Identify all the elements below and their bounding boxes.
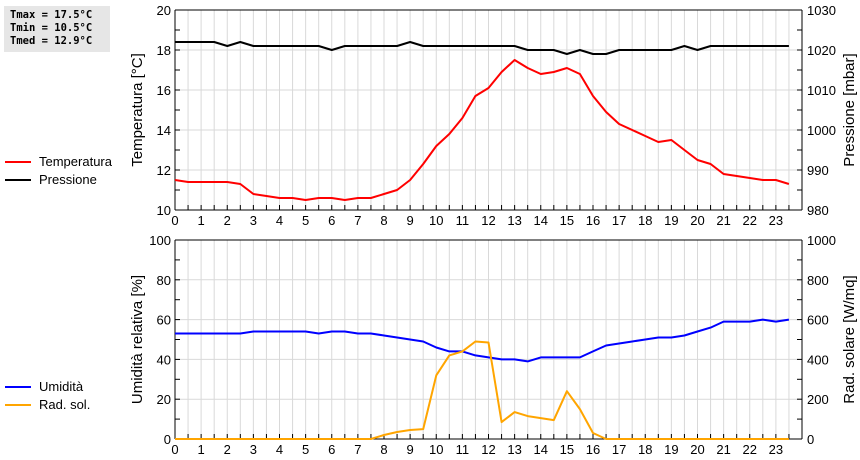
y2-tick-label: 1000: [807, 123, 836, 138]
y-tick-label: 16: [157, 83, 171, 98]
x-tick-label: 16: [586, 213, 600, 228]
stats-tmed: Tmed = 12.9°C: [10, 35, 93, 47]
x-tick-label: 13: [507, 442, 521, 457]
y-tick-label: 20: [157, 392, 171, 407]
y2-tick-label: 1010: [807, 83, 836, 98]
x-tick-label: 6: [328, 213, 335, 228]
y2-tick-label: 1020: [807, 43, 836, 58]
stats-box: [4, 6, 110, 52]
x-tick-label: 3: [250, 442, 257, 457]
x-tick-label: 11: [456, 442, 470, 457]
x-tick-label: 0: [171, 213, 178, 228]
x-tick-label: 5: [302, 442, 309, 457]
x-tick-label: 5: [302, 213, 309, 228]
y-tick-label: 80: [157, 273, 171, 288]
x-tick-label: 23: [769, 442, 783, 457]
y2-tick-label: 600: [807, 313, 829, 328]
x-tick-label: 0: [171, 442, 178, 457]
x-tick-label: 1: [198, 442, 205, 457]
y-tick-label: 100: [149, 233, 171, 248]
x-tick-label: 22: [743, 442, 757, 457]
x-tick-label: 19: [664, 213, 678, 228]
legend-label: Umidità: [39, 379, 84, 394]
y-tick-label: 40: [157, 352, 171, 367]
y2-tick-label: 990: [807, 163, 829, 178]
x-tick-label: 15: [560, 442, 574, 457]
x-tick-label: 16: [586, 442, 600, 457]
y-tick-label: 10: [157, 203, 171, 218]
stats-tmax: Tmax = 17.5°C: [10, 9, 93, 21]
x-tick-label: 14: [534, 442, 548, 457]
legend-label: Pressione: [39, 172, 97, 187]
x-tick-label: 12: [481, 213, 495, 228]
x-tick-label: 17: [612, 442, 626, 457]
x-tick-label: 2: [224, 442, 231, 457]
y2-axis-title: Pressione [mbar]: [841, 53, 858, 166]
x-tick-label: 7: [354, 442, 361, 457]
y2-tick-label: 1030: [807, 3, 836, 18]
x-tick-label: 19: [664, 442, 678, 457]
x-tick-label: 21: [716, 213, 730, 228]
y2-tick-label: 800: [807, 273, 829, 288]
x-tick-label: 23: [769, 213, 783, 228]
series-line-rad-sol: [175, 340, 789, 440]
series-line-pressione: [175, 41, 789, 55]
y-tick-label: 14: [157, 123, 171, 138]
y-tick-label: 12: [157, 163, 171, 178]
x-tick-label: 4: [276, 442, 283, 457]
y2-tick-label: 200: [807, 392, 829, 407]
y2-tick-label: 400: [807, 352, 829, 367]
x-tick-label: 6: [328, 442, 335, 457]
x-tick-label: 14: [534, 213, 548, 228]
x-tick-label: 2: [224, 213, 231, 228]
x-tick-label: 8: [380, 213, 387, 228]
y2-tick-label: 1000: [807, 233, 836, 248]
x-tick-label: 4: [276, 213, 283, 228]
x-tick-label: 12: [481, 442, 495, 457]
x-tick-label: 18: [638, 442, 652, 457]
legend-swatch-umidita: [5, 386, 31, 388]
series-line-umidit: [175, 318, 790, 363]
x-tick-label: 7: [354, 213, 361, 228]
legend-swatch-rad-sol: [5, 404, 31, 406]
x-tick-label: 18: [638, 213, 652, 228]
y-axis-title: Umidità relativa [%]: [129, 275, 146, 404]
x-tick-label: 1: [198, 213, 205, 228]
x-tick-label: 9: [407, 442, 414, 457]
y-tick-label: 60: [157, 313, 171, 328]
x-tick-label: 13: [507, 213, 521, 228]
x-tick-label: 10: [429, 213, 443, 228]
x-tick-label: 9: [407, 213, 414, 228]
y2-tick-label: 980: [807, 203, 829, 218]
x-tick-label: 11: [456, 213, 470, 228]
legend-swatch-pressione: [5, 179, 31, 181]
x-tick-label: 3: [250, 213, 257, 228]
x-tick-label: 20: [690, 442, 704, 457]
y2-tick-label: 0: [807, 432, 814, 447]
y-tick-label: 18: [157, 43, 171, 58]
series-line-temperatura: [174, 59, 790, 201]
x-tick-label: 17: [612, 213, 626, 228]
x-tick-label: 22: [743, 213, 757, 228]
y-tick-label: 0: [164, 432, 171, 447]
x-tick-label: 21: [716, 442, 730, 457]
x-tick-label: 15: [560, 213, 574, 228]
legend-label: Rad. sol.: [39, 397, 91, 412]
legend-label: Temperatura: [39, 154, 112, 169]
x-tick-label: 10: [429, 442, 443, 457]
y2-axis-title: Rad. solare [W/mq]: [841, 275, 858, 403]
legend-swatch-temperatura: [5, 161, 31, 163]
x-tick-label: 20: [690, 213, 704, 228]
y-tick-label: 20: [157, 3, 171, 18]
x-tick-label: 8: [380, 442, 387, 457]
stats-tmin: Tmin = 10.5°C: [10, 22, 93, 34]
y-axis-title: Temperatura [°C]: [129, 53, 146, 167]
